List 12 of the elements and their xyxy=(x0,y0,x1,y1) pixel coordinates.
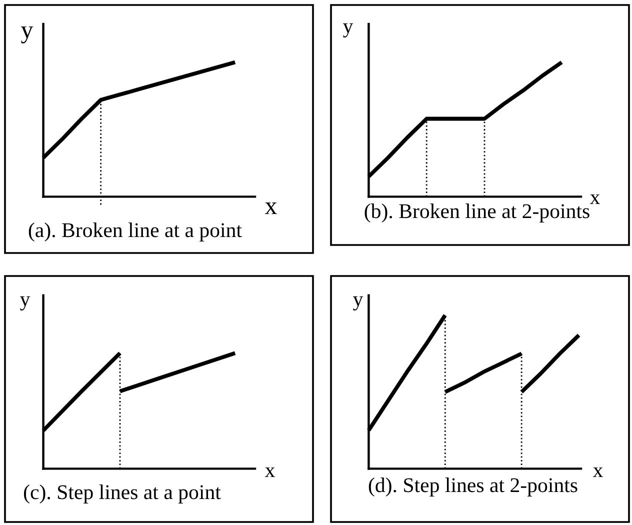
y-axis-title: y xyxy=(343,23,354,38)
x-axis-title: x xyxy=(592,467,603,478)
x-axis-title: x xyxy=(264,467,275,478)
y-axis-title: y xyxy=(21,26,34,44)
text: (a). Broken line at a point xyxy=(28,222,242,242)
text: (c). Step lines at a point xyxy=(24,484,221,504)
y-axis-title: y xyxy=(353,296,364,310)
x-axis-title: x xyxy=(264,202,277,214)
y-axis-title: y xyxy=(20,296,30,310)
text: (d). Step lines at 2-points xyxy=(368,478,578,496)
x-axis-title: x xyxy=(590,194,600,204)
text: (b). Broken line at 2-points xyxy=(364,204,590,222)
